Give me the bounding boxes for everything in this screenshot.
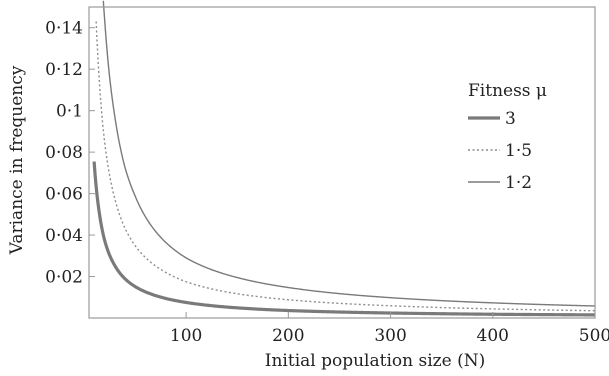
x-tick-label: 300 — [374, 326, 406, 346]
series-layer — [92, 0, 596, 317]
y-axis-title: Variance in frequency — [7, 65, 27, 255]
series-line-3 — [102, 0, 596, 307]
x-tick-label: 400 — [477, 326, 509, 346]
y-tick-label: 0·02 — [45, 268, 83, 288]
ticks-layer: 100 200 300 400 500 0·02 0·04 0·06 0·08 0·1 0·12 0·… — [45, 19, 609, 346]
legend-label-1: 3 — [505, 109, 516, 129]
series-line-2 — [95, 21, 596, 312]
x-axis-title: Initial population size (N) — [265, 351, 485, 371]
plot-frame — [88, 6, 596, 319]
legend: Fitness μ 3 1·5 1·2 — [468, 81, 547, 193]
x-tick-label: 100 — [170, 326, 202, 346]
y-tick-label: 0·1 — [56, 102, 83, 122]
y-tick-label: 0·12 — [45, 60, 83, 80]
y-tick-label: 0·06 — [45, 185, 83, 205]
y-tick-label: 0·08 — [45, 143, 83, 163]
legend-label-2: 1·5 — [505, 141, 532, 161]
x-tick-label: 200 — [272, 326, 304, 346]
y-tick-label: 0·04 — [45, 226, 83, 246]
series-line-1 — [92, 161, 596, 317]
legend-title: Fitness μ — [468, 81, 547, 101]
y-tick-label: 0·14 — [45, 19, 83, 39]
x-tick-label: 500 — [579, 326, 609, 346]
legend-label-3: 1·2 — [505, 173, 532, 193]
legend-items: 3 1·5 1·2 — [468, 109, 532, 193]
